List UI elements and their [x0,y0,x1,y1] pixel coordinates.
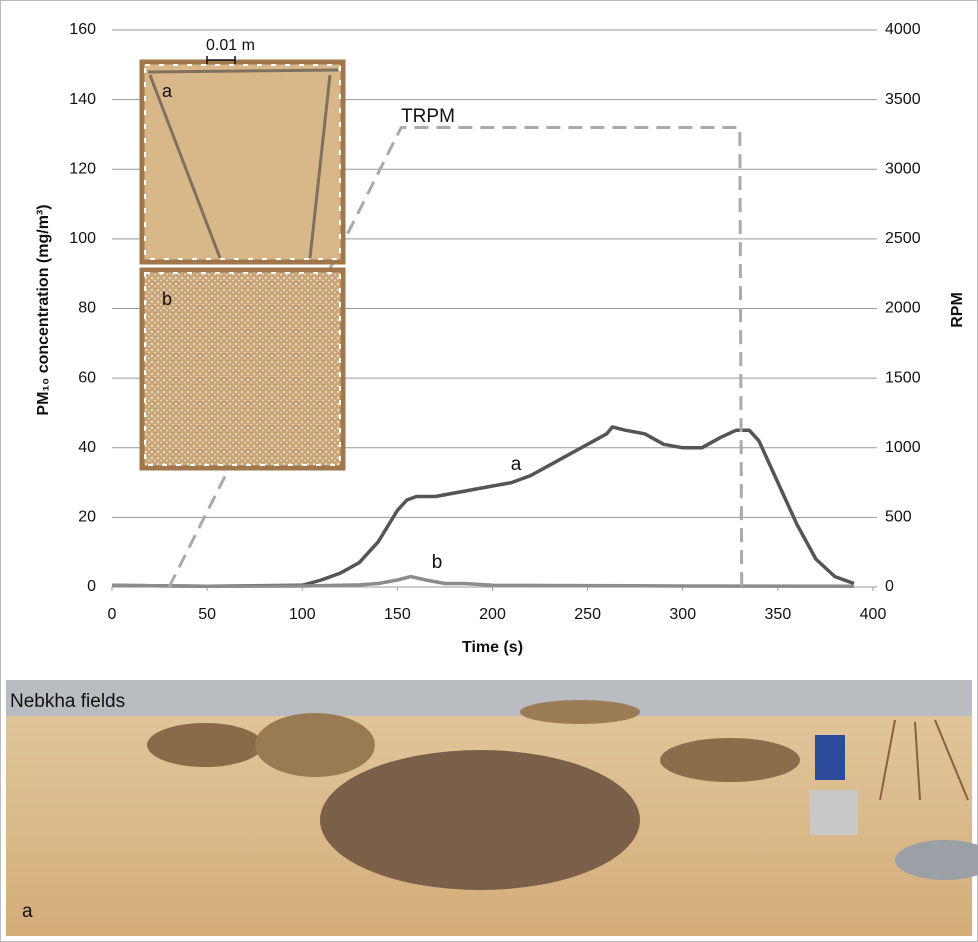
x-tick-label: 200 [479,606,506,623]
y-tick-label: 160 [69,21,96,38]
series-label: b [432,552,443,573]
y-tick-label: 120 [69,160,96,177]
dune [320,750,640,890]
inset-label: a [162,81,173,101]
y-tick-label: 20 [78,509,96,526]
x-tick-label: 350 [765,606,792,623]
y2-tick-label: 1000 [885,439,921,456]
inset-label: b [162,289,172,309]
y-tick-label: 100 [69,230,96,247]
y2-axis-label: RPM [949,292,966,328]
dune [520,700,640,724]
y2-tick-label: 500 [885,509,912,526]
series-label: TRPM [401,106,455,127]
dune [255,713,375,777]
x-tick-label: 100 [289,606,316,623]
dune [660,738,800,782]
y2-tick-label: 0 [885,578,894,595]
insets: a b 0.01 m [142,37,343,468]
dune [147,723,263,767]
photo-label: a [22,901,33,922]
x-tick-label: 0 [108,606,117,623]
instrument [810,790,858,835]
y2-tick-label: 1500 [885,369,921,386]
series-label: a [511,454,522,475]
y-tick-label: 0 [87,578,96,595]
y2-tick-label: 3000 [885,160,921,177]
photo-sky [6,680,972,716]
y-tick-label: 80 [78,300,96,317]
x-tick-label: 400 [860,606,887,623]
instrument [815,735,845,780]
y2-tick-label: 2500 [885,230,921,247]
y2-tick-label: 2000 [885,300,921,317]
x-tick-label: 300 [669,606,696,623]
x-tick-label: 50 [198,606,216,623]
inset-photo [142,270,343,468]
photo: Nebkha fields a [6,680,978,936]
string [148,70,338,72]
y-tick-label: 60 [78,369,96,386]
y-axis-label: PM₁₀ concentration (mg/m³) [35,204,52,415]
photo-caption: Nebkha fields [10,691,125,712]
y-tick-label: 140 [69,91,96,108]
figure: 0204060801001201401600500100015002000250… [0,0,978,942]
x-tick-label: 250 [574,606,601,623]
y2-tick-label: 3500 [885,91,921,108]
y2-tick-label: 4000 [885,21,921,38]
x-tick-label: 150 [384,606,411,623]
x-axis-label: Time (s) [462,639,523,656]
y-tick-label: 40 [78,439,96,456]
scale-bar-label: 0.01 m [206,37,255,54]
